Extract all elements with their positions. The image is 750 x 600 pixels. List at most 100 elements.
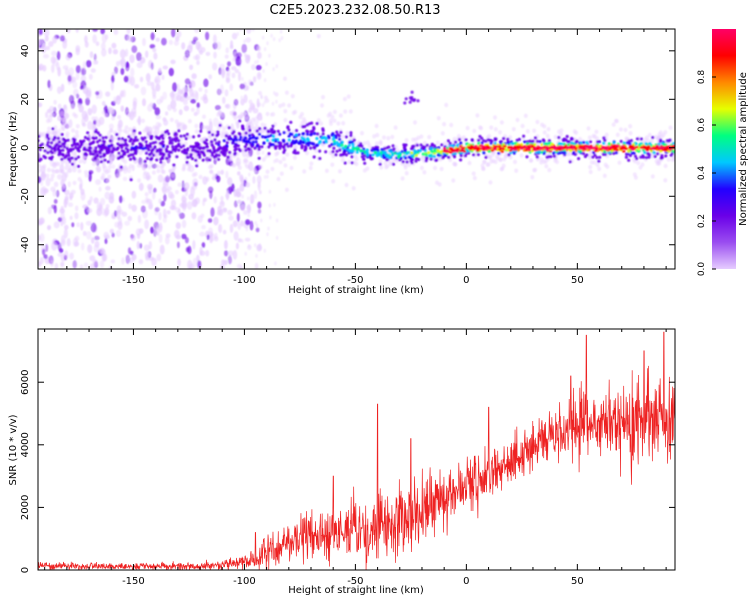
spectrogram-cell (330, 162, 335, 167)
colorbar-tick-label: 0.2 (697, 214, 707, 228)
spectrogram-cell (438, 157, 443, 162)
spectrogram-cell (566, 145, 571, 149)
spectrogram-cell (76, 155, 80, 159)
spectrogram-cell (439, 166, 444, 172)
spectrogram-cell (459, 141, 463, 145)
spectrogram-cell (651, 147, 655, 150)
spectrogram-cell (545, 155, 549, 159)
spectrogram-cell (294, 140, 298, 144)
spectrogram-cell (384, 165, 389, 170)
spectrogram-cell (428, 154, 432, 158)
spectrogram-cell (666, 157, 671, 162)
spectrogram-cell (542, 151, 546, 156)
spectrogram-cell (205, 125, 210, 130)
spectrogram-cell (86, 131, 90, 135)
spectrogram-cell (363, 161, 367, 165)
spectrogram-cell (59, 35, 65, 42)
spectrogram-cell (296, 151, 300, 155)
spectrogram-cell (168, 141, 172, 145)
spectrogram-cell (283, 117, 288, 123)
spectrogram-cell (58, 128, 62, 137)
spectrogram-cell (186, 167, 191, 172)
spectrogram-cell (251, 64, 256, 71)
x-tick-label: 0 (463, 275, 469, 286)
spectrogram-cell (429, 157, 433, 161)
spectrogram-cell (414, 156, 419, 161)
spectrogram-cell (572, 150, 576, 155)
spectrogram-cell (343, 161, 347, 165)
spectrogram-cell (602, 136, 606, 140)
spectrogram-cell (486, 138, 490, 142)
spectrogram-cell (335, 130, 339, 134)
spectrogram-cell (80, 75, 87, 83)
spectrogram-cell (196, 60, 200, 66)
spectrogram-cell (343, 109, 348, 114)
spectrogram-cell (153, 145, 157, 149)
spectrogram-cell (603, 150, 607, 154)
spectrogram-cell (61, 185, 66, 190)
spectrogram-cell (265, 62, 268, 66)
spectrogram-cell (433, 144, 437, 148)
spectrogram-cell (308, 141, 312, 145)
spectrogram-cell (422, 170, 427, 175)
spectrogram-cell (162, 182, 169, 188)
spectrogram-cell (627, 158, 631, 162)
spectrogram-cell (487, 149, 491, 153)
spectrogram-cell (140, 136, 144, 140)
spectrogram-cell (46, 140, 50, 144)
spectrogram-cell (257, 51, 262, 60)
spectrogram-cell (309, 133, 313, 137)
spectrogram-cell (130, 234, 136, 242)
spectrogram-cell (203, 78, 209, 88)
y-tick-label: 0 (20, 567, 31, 573)
spectrogram-cell (541, 138, 546, 142)
spectrogram-cell (76, 222, 80, 228)
spectrogram-cell (192, 178, 199, 188)
spectrogram-cell (612, 151, 616, 155)
spectrogram-cell (65, 146, 69, 150)
spectrogram-cell (552, 151, 556, 155)
spectrogram-cell (131, 45, 138, 53)
spectrogram-cell (481, 139, 486, 143)
spectrogram-cell (628, 131, 633, 136)
spectrogram-cell (87, 244, 93, 254)
spectrogram-cell (305, 132, 309, 136)
spectrogram-cell (535, 147, 540, 150)
spectrogram-cell (60, 261, 65, 267)
spectrogram-cell (224, 134, 228, 138)
spectrogram-cell (532, 168, 537, 173)
spectrogram-cell (332, 109, 337, 115)
spectrogram-cell (64, 189, 70, 196)
spectrogram-cell (312, 126, 316, 130)
spectrogram-cell (378, 141, 383, 146)
spectrogram-cell (161, 74, 165, 81)
spectrogram-cell (272, 134, 276, 138)
spectrogram-cell (206, 234, 210, 241)
spectrogram-cell (159, 95, 164, 103)
spectrogram-cell (214, 105, 221, 111)
spectrogram-cell (118, 128, 123, 133)
spectrogram-cell (528, 158, 533, 163)
spectrogram-cell (46, 151, 50, 155)
spectrogram-cell (546, 127, 551, 132)
spectrogram-cell (201, 158, 205, 162)
spectrogram-cell (330, 142, 334, 146)
spectrogram-cell (342, 148, 347, 153)
spectrogram-cell (149, 157, 153, 161)
spectrogram-cell (239, 59, 243, 64)
spectrogram-cell (151, 170, 156, 175)
spectrogram-cell (637, 147, 641, 151)
spectrogram-cell (91, 104, 97, 114)
spectrogram-cell (171, 138, 175, 142)
spectrogram-cell (215, 41, 222, 50)
spectrogram-cell (111, 116, 116, 121)
spectrogram-cell (476, 153, 480, 157)
spectrogram-cell (124, 138, 128, 142)
spectrogram-cell (663, 163, 668, 169)
spectrogram-cell (218, 123, 222, 127)
spectrogram-cell (102, 146, 107, 150)
spectrogram-cell (452, 136, 457, 142)
spectrogram-cell (628, 142, 632, 146)
spectrogram-cell (74, 129, 79, 135)
spectrogram-cell (79, 183, 83, 191)
